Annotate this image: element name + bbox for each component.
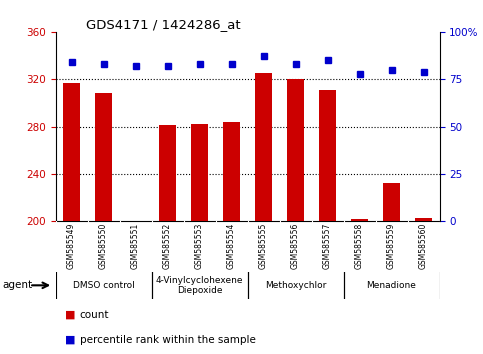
Text: GSM585549: GSM585549 xyxy=(67,223,76,269)
Text: GSM585558: GSM585558 xyxy=(355,223,364,269)
Text: GSM585553: GSM585553 xyxy=(195,223,204,269)
Text: percentile rank within the sample: percentile rank within the sample xyxy=(80,335,256,345)
Bar xyxy=(63,83,80,221)
Bar xyxy=(351,219,369,221)
Text: Menadione: Menadione xyxy=(367,281,416,290)
Text: GSM585560: GSM585560 xyxy=(419,223,428,269)
Text: GSM585559: GSM585559 xyxy=(387,223,396,269)
Bar xyxy=(287,79,304,221)
Bar xyxy=(159,125,176,221)
Text: ■: ■ xyxy=(65,335,76,345)
Text: DMSO control: DMSO control xyxy=(72,281,134,290)
Bar xyxy=(383,183,400,221)
Bar xyxy=(319,90,336,221)
Text: agent: agent xyxy=(2,280,32,290)
Text: GSM585554: GSM585554 xyxy=(227,223,236,269)
Text: 4-Vinylcyclohexene
Diepoxide: 4-Vinylcyclohexene Diepoxide xyxy=(156,276,243,295)
Bar xyxy=(255,73,272,221)
Bar xyxy=(95,93,113,221)
Text: ■: ■ xyxy=(65,310,76,320)
Bar xyxy=(191,124,208,221)
Text: GDS4171 / 1424286_at: GDS4171 / 1424286_at xyxy=(86,18,241,31)
Text: count: count xyxy=(80,310,109,320)
Bar xyxy=(223,122,241,221)
Text: GSM585556: GSM585556 xyxy=(291,223,300,269)
Text: GSM585551: GSM585551 xyxy=(131,223,140,269)
Bar xyxy=(415,218,432,221)
Text: GSM585555: GSM585555 xyxy=(259,223,268,269)
Text: GSM585552: GSM585552 xyxy=(163,223,172,269)
Text: Methoxychlor: Methoxychlor xyxy=(265,281,326,290)
Text: GSM585557: GSM585557 xyxy=(323,223,332,269)
Text: GSM585550: GSM585550 xyxy=(99,223,108,269)
